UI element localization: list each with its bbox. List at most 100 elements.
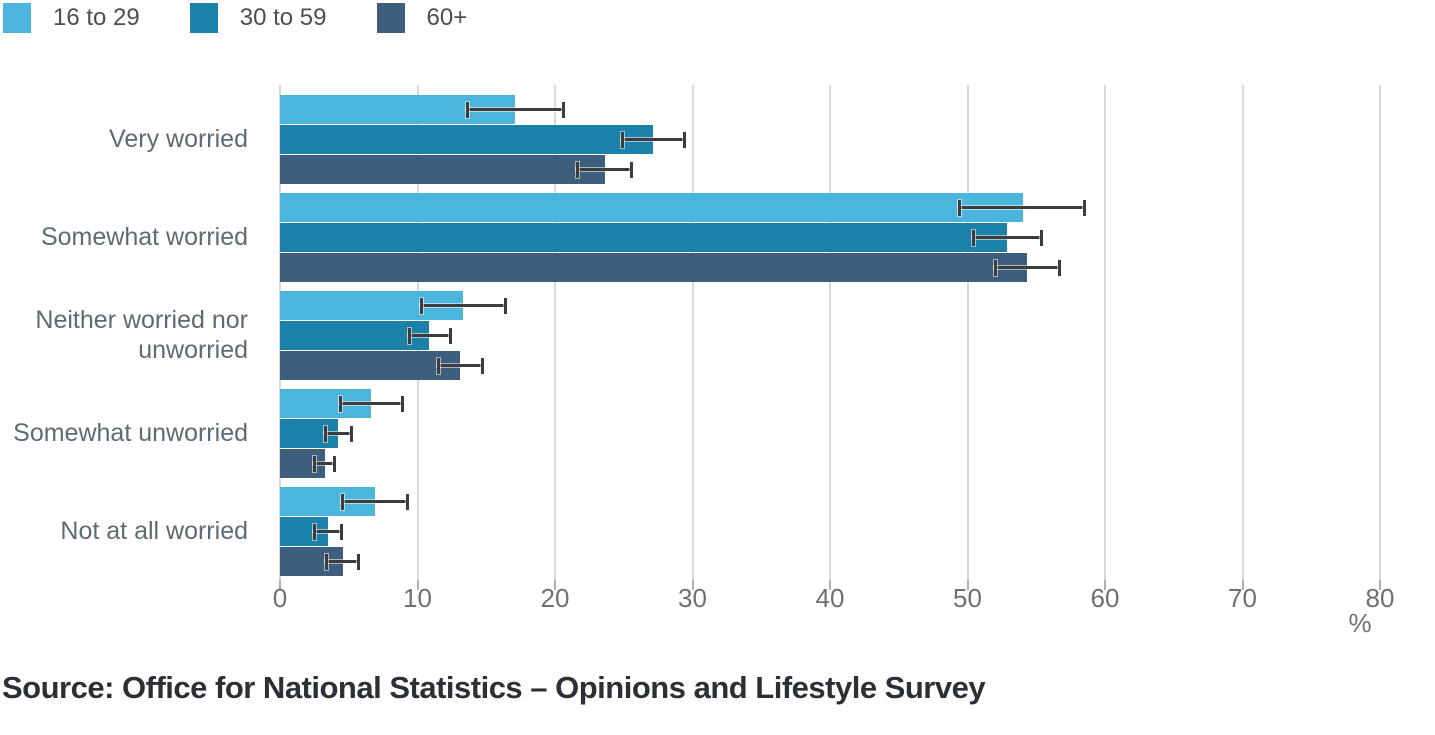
category-label-somewhat-worried: Somewhat worried <box>40 222 248 251</box>
bar-group-somewhat-worried <box>280 193 1380 282</box>
bar-row-very-worried-30-to-59 <box>280 125 1380 154</box>
error-bar-cap-left <box>420 298 424 314</box>
bar-row-somewhat-worried-60 <box>280 253 1380 282</box>
gridline-70 <box>1241 85 1244 580</box>
error-bar-cap-left <box>993 260 997 276</box>
bar-row-somewhat-worried-16-to-29 <box>280 193 1380 222</box>
category-label-somewhat-unworried: Somewhat unworried <box>13 418 248 447</box>
x-tick-40 <box>829 580 831 590</box>
error-bar-line <box>325 560 360 563</box>
error-bar-somewhat-unworried-30-to-59 <box>324 419 353 448</box>
bar-row-very-worried-16-to-29 <box>280 95 1380 124</box>
error-bar-cap-right <box>356 554 360 570</box>
gridline-60 <box>1104 85 1106 580</box>
error-bar-cap-right <box>480 358 484 374</box>
error-bar-line <box>971 236 1044 239</box>
x-tick-10 <box>416 580 419 590</box>
legend-item-16-to-29: 16 to 29 <box>3 3 140 33</box>
error-bar-cap-right <box>1082 200 1086 216</box>
legend-label: 30 to 59 <box>239 4 327 31</box>
error-bar-not-at-all-worried-60 <box>325 547 360 576</box>
x-tick-60 <box>1104 580 1106 590</box>
error-bar-cap-left <box>313 456 316 472</box>
x-tick-50 <box>966 580 969 590</box>
error-bar-very-worried-60 <box>575 155 634 184</box>
error-bar-line <box>621 138 686 141</box>
legend-swatch-icon <box>3 3 31 33</box>
error-bar-line <box>324 432 353 435</box>
error-bar-cap-left <box>436 358 440 374</box>
error-bar-cap-right <box>682 132 686 148</box>
x-tick-label-30: 30 <box>678 583 707 613</box>
x-tick-label-10: 10 <box>403 583 432 613</box>
error-bar-line <box>339 402 404 405</box>
error-bar-very-worried-30-to-59 <box>621 125 686 154</box>
gridline-40 <box>829 85 831 580</box>
error-bar-neither-worried-nor-unworried-16-to-29 <box>420 291 507 320</box>
bar-group-somewhat-unworried <box>280 389 1380 478</box>
error-bar-line <box>420 304 507 307</box>
error-bar-cap-right <box>1058 260 1061 276</box>
bar-somewhat-worried-16-to-29 <box>280 193 1023 222</box>
error-bar-cap-right <box>333 456 337 472</box>
error-bar-cap-right <box>349 426 353 442</box>
error-bar-cap-left <box>957 200 961 216</box>
bar-very-worried-60 <box>280 155 605 184</box>
gridline-20 <box>554 85 556 580</box>
error-bar-somewhat-worried-16-to-29 <box>957 193 1086 222</box>
gridline-80 <box>1379 85 1381 580</box>
error-bar-somewhat-unworried-60 <box>313 449 337 478</box>
error-bar-line <box>340 500 410 503</box>
error-bar-not-at-all-worried-16-to-29 <box>340 487 410 516</box>
category-label-very-worried: Very worried <box>109 124 248 153</box>
error-bar-cap-left <box>313 524 316 540</box>
error-bar-cap-left <box>971 230 975 246</box>
error-bar-line <box>465 108 565 111</box>
bar-neither-worried-nor-unworried-60 <box>280 351 461 380</box>
error-bar-not-at-all-worried-30-to-59 <box>313 517 344 546</box>
x-tick-label-60: 60 <box>1090 583 1120 613</box>
x-tick-label-20: 20 <box>540 583 570 613</box>
bar-row-neither-worried-nor-unworried-60 <box>280 351 1380 380</box>
bar-somewhat-worried-30-to-59 <box>280 223 1008 252</box>
x-tick-label-40: 40 <box>815 583 845 613</box>
gridline-30 <box>691 85 694 580</box>
bar-group-not-at-all-worried <box>280 487 1380 576</box>
bar-row-not-at-all-worried-16-to-29 <box>280 487 1380 516</box>
legend: 16 to 29 30 to 59 60+ <box>3 3 517 33</box>
bar-somewhat-worried-60 <box>280 253 1027 282</box>
bar-row-neither-worried-nor-unworried-30-to-59 <box>280 321 1380 350</box>
error-bar-cap-right <box>1040 230 1044 246</box>
error-bar-line <box>957 206 1086 209</box>
legend-label: 16 to 29 <box>53 4 140 31</box>
error-bar-line <box>575 168 634 171</box>
error-bar-cap-left <box>621 132 624 148</box>
x-tick-30 <box>691 580 694 590</box>
gridline-50 <box>966 85 969 580</box>
x-tick-20 <box>554 580 556 590</box>
error-bar-line <box>436 364 484 367</box>
error-bar-line <box>407 334 452 337</box>
x-tick-label-70: 70 <box>1228 583 1257 613</box>
x-tick-label-0: 0 <box>272 583 288 613</box>
source-note: Source: Office for National Statistics –… <box>2 670 986 705</box>
plot-area <box>279 85 1381 580</box>
error-bar-cap-left <box>339 396 343 412</box>
x-tick-label-50: 50 <box>953 583 982 613</box>
bar-row-not-at-all-worried-60 <box>280 547 1380 576</box>
error-bar-cap-right <box>406 494 410 510</box>
bar-row-somewhat-unworried-60 <box>280 449 1380 478</box>
error-bar-cap-left <box>407 328 411 344</box>
error-bar-cap-left <box>324 426 327 442</box>
x-tick-label-80: 80 <box>1365 583 1395 613</box>
error-bar-cap-right <box>630 162 634 178</box>
category-label-not-at-all-worried: Not at all worried <box>60 516 248 545</box>
error-bar-cap-left <box>340 494 344 510</box>
error-bar-line <box>313 462 337 465</box>
legend-swatch-icon <box>376 3 405 33</box>
legend-item-60: 60+ <box>376 3 467 33</box>
legend-swatch-icon <box>189 3 218 33</box>
error-bar-somewhat-worried-60 <box>993 253 1061 282</box>
bar-row-somewhat-worried-30-to-59 <box>280 223 1380 252</box>
